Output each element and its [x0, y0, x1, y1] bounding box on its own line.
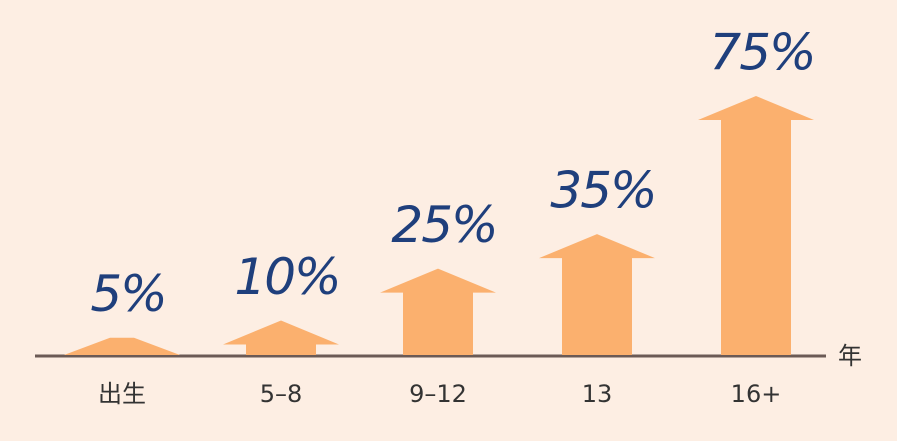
arrow-bar — [380, 268, 496, 355]
x-tick-label: 出生 — [98, 380, 146, 408]
arrow-bar — [539, 234, 655, 355]
arrow-bar — [64, 337, 180, 355]
value-label: 75% — [709, 24, 814, 82]
x-tick-label: 9–12 — [409, 380, 467, 408]
arrow-bar — [698, 96, 814, 355]
value-label: 5% — [90, 265, 165, 323]
x-axis-label: 年 — [838, 342, 862, 370]
x-tick-label: 16+ — [731, 380, 782, 408]
arrow-bar — [223, 320, 339, 355]
x-tick-label: 13 — [582, 380, 613, 408]
value-label: 10% — [234, 248, 339, 306]
value-label: 35% — [550, 162, 655, 220]
value-label: 25% — [391, 196, 496, 254]
x-tick-label: 5–8 — [260, 380, 303, 408]
